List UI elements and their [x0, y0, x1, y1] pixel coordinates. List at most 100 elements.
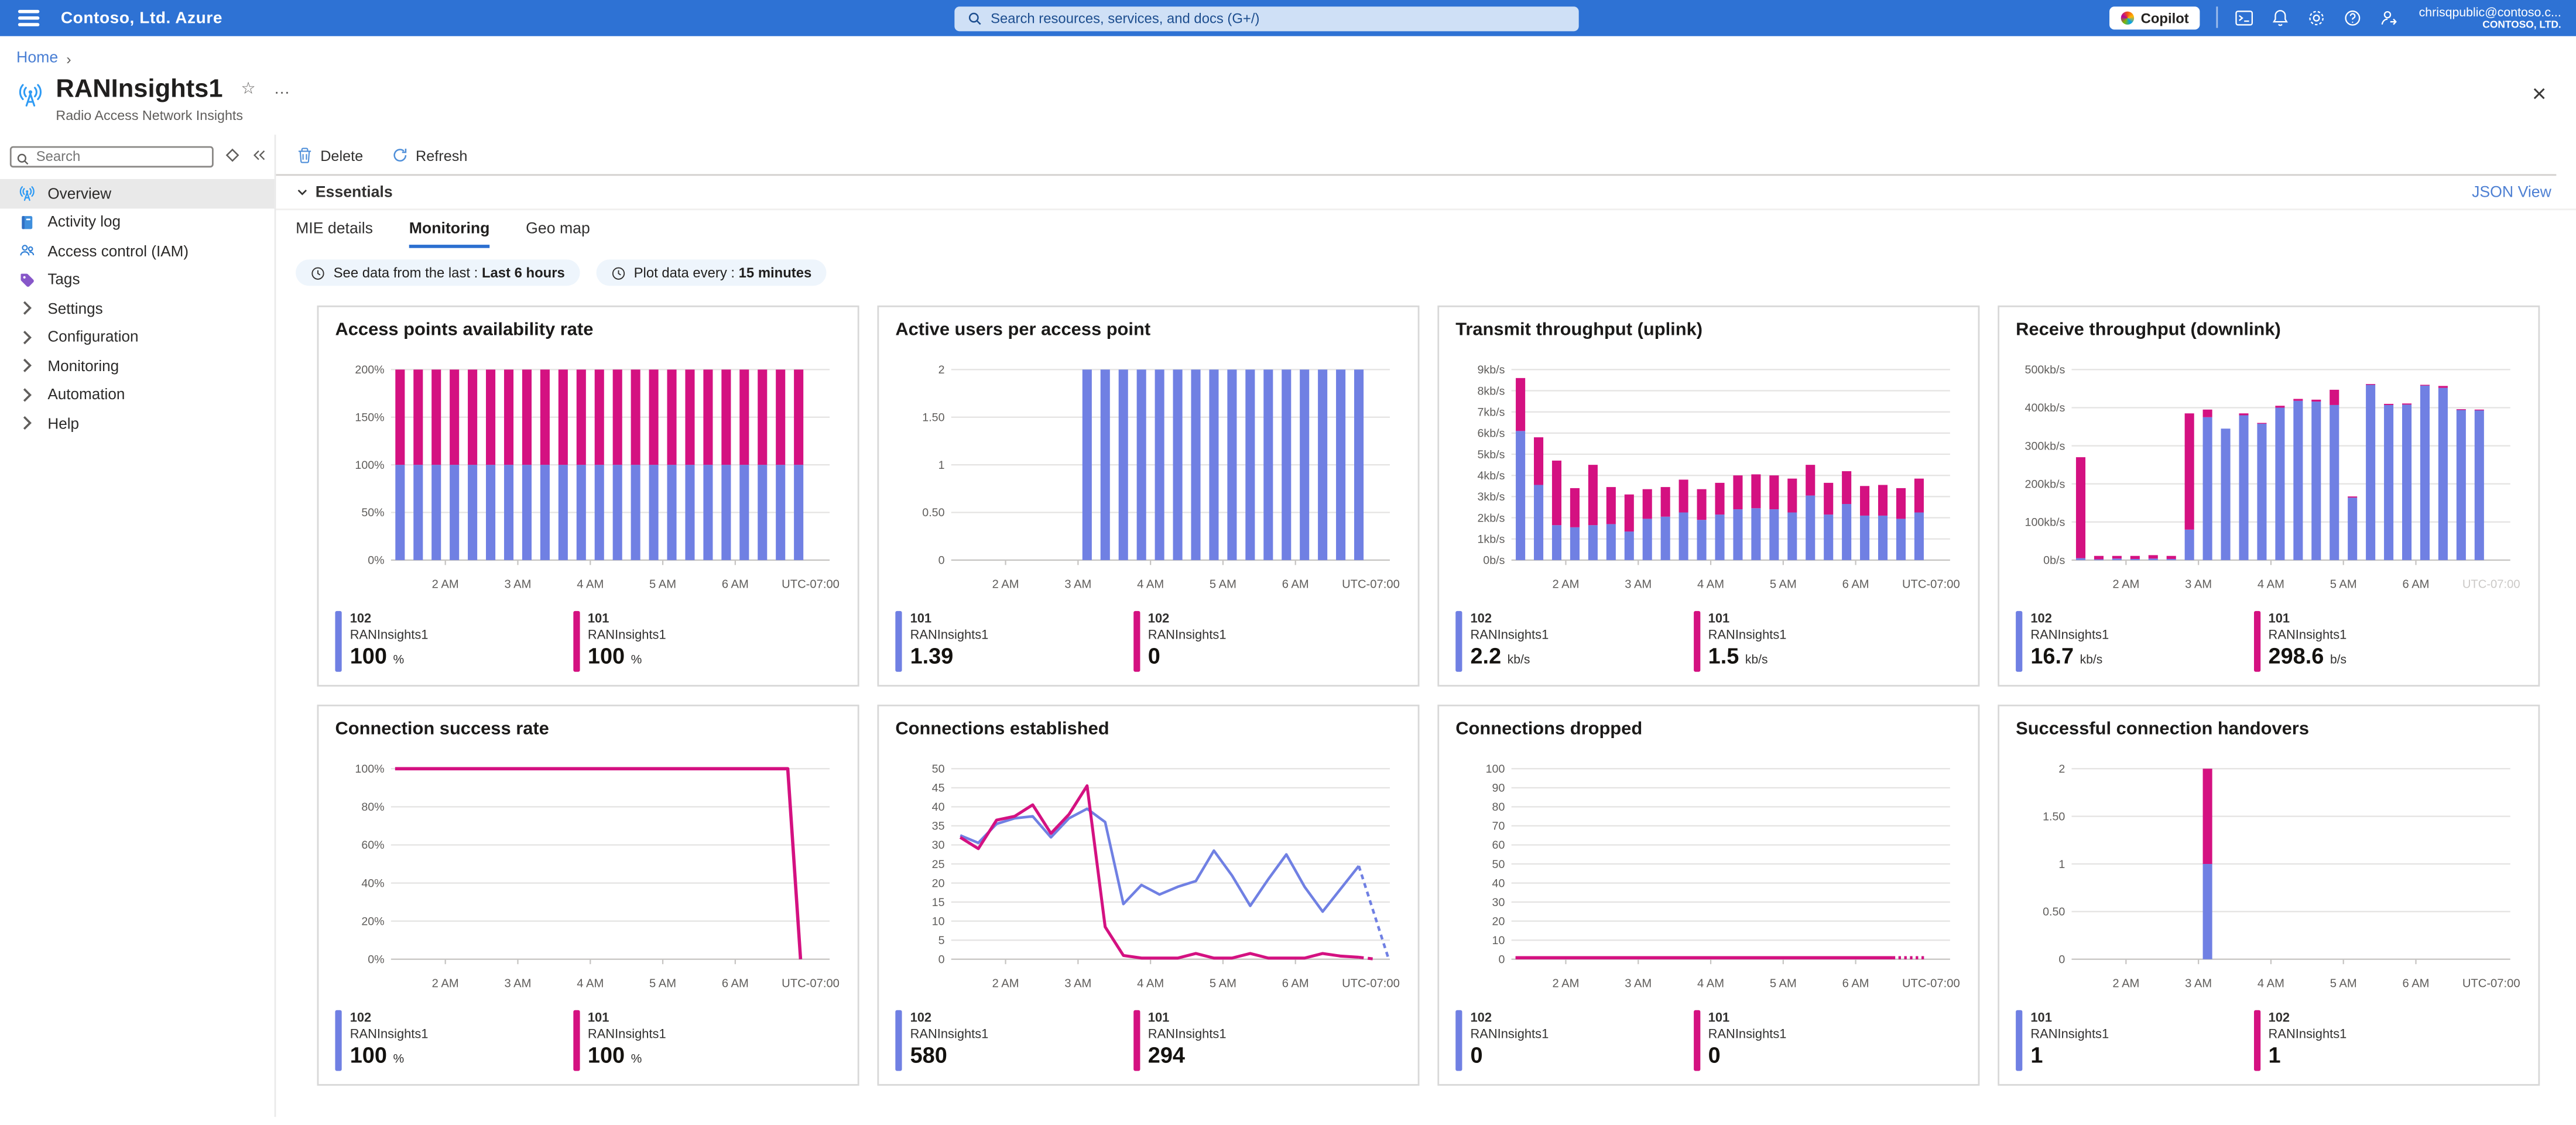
legend-value: 0 — [1470, 1042, 1483, 1068]
charts-grid: Access points availability rate 0% 50% 100… — [317, 306, 2576, 1086]
svg-text:2 AM: 2 AM — [2112, 977, 2139, 990]
legend-item[interactable]: 101 RANInsights1 1.39 — [895, 611, 1133, 672]
legend-item[interactable]: 101 RANInsights1 298.6 b/s — [2253, 611, 2491, 672]
sidebar-item-label: Help — [47, 415, 80, 432]
divider — [2217, 7, 2219, 29]
sidebar-item-help[interactable]: Help — [0, 409, 275, 438]
tab-geo-map[interactable]: Geo map — [526, 220, 590, 239]
sidebar-item-monitoring[interactable]: Monitoring — [0, 352, 275, 380]
active-users-chart: 0 0.50 1 1.50 2 2 AM 3 AM 4 AM 5 AM 6 AM UTC-07:00 — [922, 363, 1400, 591]
sidebar-item-automation[interactable]: Automation — [0, 380, 275, 409]
tab-mie-details[interactable]: MIE details — [296, 220, 373, 239]
sidebar-item-configuration[interactable]: Configuration — [0, 323, 275, 352]
close-blade-icon[interactable]: × — [2532, 80, 2547, 109]
legend-item[interactable]: 101 RANInsights1 100 % — [573, 611, 811, 672]
legend-item[interactable]: 101 RANInsights1 1 — [2016, 1010, 2253, 1071]
legend-item[interactable]: 102 RANInsights1 2.2 kb/s — [1455, 611, 1693, 672]
legend-item[interactable]: 102 RANInsights1 100 % — [335, 611, 573, 672]
sidebar-item-access-control-iam[interactable]: Access control (IAM) — [0, 236, 275, 265]
sidebar-item-label: Activity log — [47, 214, 121, 231]
collapse-sidebar-icon[interactable] — [251, 147, 266, 162]
svg-text:6 AM: 6 AM — [722, 977, 749, 990]
copilot-button[interactable]: Copilot — [2108, 6, 2201, 30]
delete-label: Delete — [320, 147, 364, 164]
more-options-icon[interactable]: … — [273, 80, 292, 99]
legend-value: 1 — [2030, 1042, 2043, 1068]
tab-monitoring[interactable]: Monitoring — [409, 220, 490, 248]
sidebar-item-activity-log[interactable]: Activity log — [0, 208, 275, 236]
notifications-bell-icon[interactable] — [2271, 8, 2291, 28]
svg-text:UTC-07:00: UTC-07:00 — [1342, 578, 1400, 591]
favorite-star-icon[interactable]: ☆ — [241, 80, 256, 99]
people-icon — [18, 242, 36, 260]
filter-pill-15-minutes[interactable]: Plot data every : 15 minutes — [596, 259, 827, 286]
svg-text:9kb/s: 9kb/s — [1477, 363, 1505, 376]
svg-text:4kb/s: 4kb/s — [1477, 469, 1505, 482]
refresh-button[interactable]: Refresh — [391, 146, 467, 164]
sidebar-item-settings[interactable]: Settings — [0, 294, 275, 323]
legend-value: 1.39 — [910, 644, 954, 669]
legend-series-name: RANInsights1 — [910, 1026, 989, 1041]
json-view-link[interactable]: JSON View — [2472, 183, 2551, 201]
resource-sidebar: Overview Activity log Access control (IAM)… — [0, 135, 276, 1117]
svg-text:3 AM: 3 AM — [504, 578, 531, 591]
legend-swatch — [2016, 1010, 2023, 1071]
legend-item[interactable]: 101 RANInsights1 1.5 kb/s — [1693, 611, 1931, 672]
help-icon[interactable] — [2344, 8, 2363, 28]
sidebar-search-input[interactable] — [9, 145, 214, 167]
legend-item[interactable]: 102 RANInsights1 100 % — [335, 1010, 573, 1071]
filter-pill-last-6-hours[interactable]: See data from the last : Last 6 hours — [296, 259, 580, 286]
svg-text:UTC-07:00: UTC-07:00 — [782, 977, 840, 990]
legend-series-id: 102 — [2030, 611, 2052, 626]
svg-text:2 AM: 2 AM — [992, 977, 1019, 990]
legend-item[interactable]: 101 RANInsights1 100 % — [573, 1010, 811, 1071]
delete-button[interactable]: Delete — [296, 146, 363, 164]
chart-title: Active users per access point — [895, 320, 1151, 340]
legend-item[interactable]: 102 RANInsights1 16.7 kb/s — [2016, 611, 2253, 672]
svg-text:100%: 100% — [355, 459, 384, 472]
chart-card-successful-connection-handovers: Successful connection handovers 0 0.50 1 1.… — [1998, 704, 2540, 1086]
legend-item[interactable]: 102 RANInsights1 0 — [1455, 1010, 1693, 1071]
radio-tower-resource-icon — [16, 80, 44, 108]
essentials-label[interactable]: Essentials — [315, 183, 393, 201]
legend-value: 0 — [1147, 644, 1160, 669]
account-email: chrisqpublic@contoso.c... — [2419, 4, 2561, 19]
legend-item[interactable]: 102 RANInsights1 0 — [1133, 611, 1371, 672]
cloud-shell-icon[interactable] — [2235, 8, 2255, 28]
legend-item[interactable]: 101 RANInsights1 0 — [1693, 1010, 1931, 1071]
legend-swatch — [573, 611, 580, 672]
sidebar-item-overview[interactable]: Overview — [0, 179, 275, 208]
legend-series-id: 102 — [910, 1010, 932, 1025]
legend-value: 100 % — [350, 1042, 405, 1068]
account-info[interactable]: chrisqpublic@contoso.c... CONTOSO, LTD. — [2419, 5, 2561, 32]
svg-text:2kb/s: 2kb/s — [1477, 512, 1505, 524]
top-bar-actions: Copilot chrisqpublic@contoso.c... CONTOS… — [2108, 5, 2576, 32]
feedback-person-icon[interactable] — [2379, 8, 2399, 28]
legend-item[interactable]: 102 RANInsights1 1 — [2253, 1010, 2491, 1071]
legend-series-name: RANInsights1 — [1470, 1026, 1549, 1041]
svg-text:20: 20 — [932, 877, 945, 890]
sidebar-item-tags[interactable]: Tags — [0, 265, 275, 294]
breadcrumb-home-link[interactable]: Home — [16, 49, 59, 68]
svg-text:60%: 60% — [361, 839, 384, 852]
command-bar: Delete Refresh — [276, 135, 2557, 176]
hamburger-menu-icon[interactable] — [18, 10, 40, 26]
chevron-down-icon[interactable] — [296, 186, 309, 198]
svg-text:1kb/s: 1kb/s — [1477, 533, 1505, 546]
svg-text:15: 15 — [932, 896, 945, 909]
page-subtitle: Radio Access Network Insights — [56, 107, 244, 124]
pin-diamond-icon[interactable] — [225, 147, 239, 162]
svg-text:5 AM: 5 AM — [1210, 977, 1236, 990]
svg-text:40: 40 — [932, 801, 945, 814]
sidebar-item-label: Settings — [47, 300, 103, 317]
svg-text:1: 1 — [938, 459, 945, 472]
svg-text:3 AM: 3 AM — [1625, 578, 1652, 591]
chart-legend: 102 RANInsights1 580 101 RANInsights1 29… — [895, 1010, 1401, 1071]
settings-gear-icon[interactable] — [2307, 8, 2327, 28]
transmit-throughput-chart: 0b/s 1kb/s 2kb/s 3kb/s 4kb/s 5kb/s 6kb/s 7kb/s 8… — [1477, 363, 1960, 591]
global-search-placeholder: Search resources, services, and docs (G+… — [991, 9, 1260, 26]
legend-item[interactable]: 102 RANInsights1 580 — [895, 1010, 1133, 1071]
portal-brand[interactable]: Contoso, Ltd. Azure — [60, 9, 223, 28]
global-search-input[interactable]: Search resources, services, and docs (G+… — [954, 5, 1579, 30]
legend-item[interactable]: 101 RANInsights1 294 — [1133, 1010, 1371, 1071]
